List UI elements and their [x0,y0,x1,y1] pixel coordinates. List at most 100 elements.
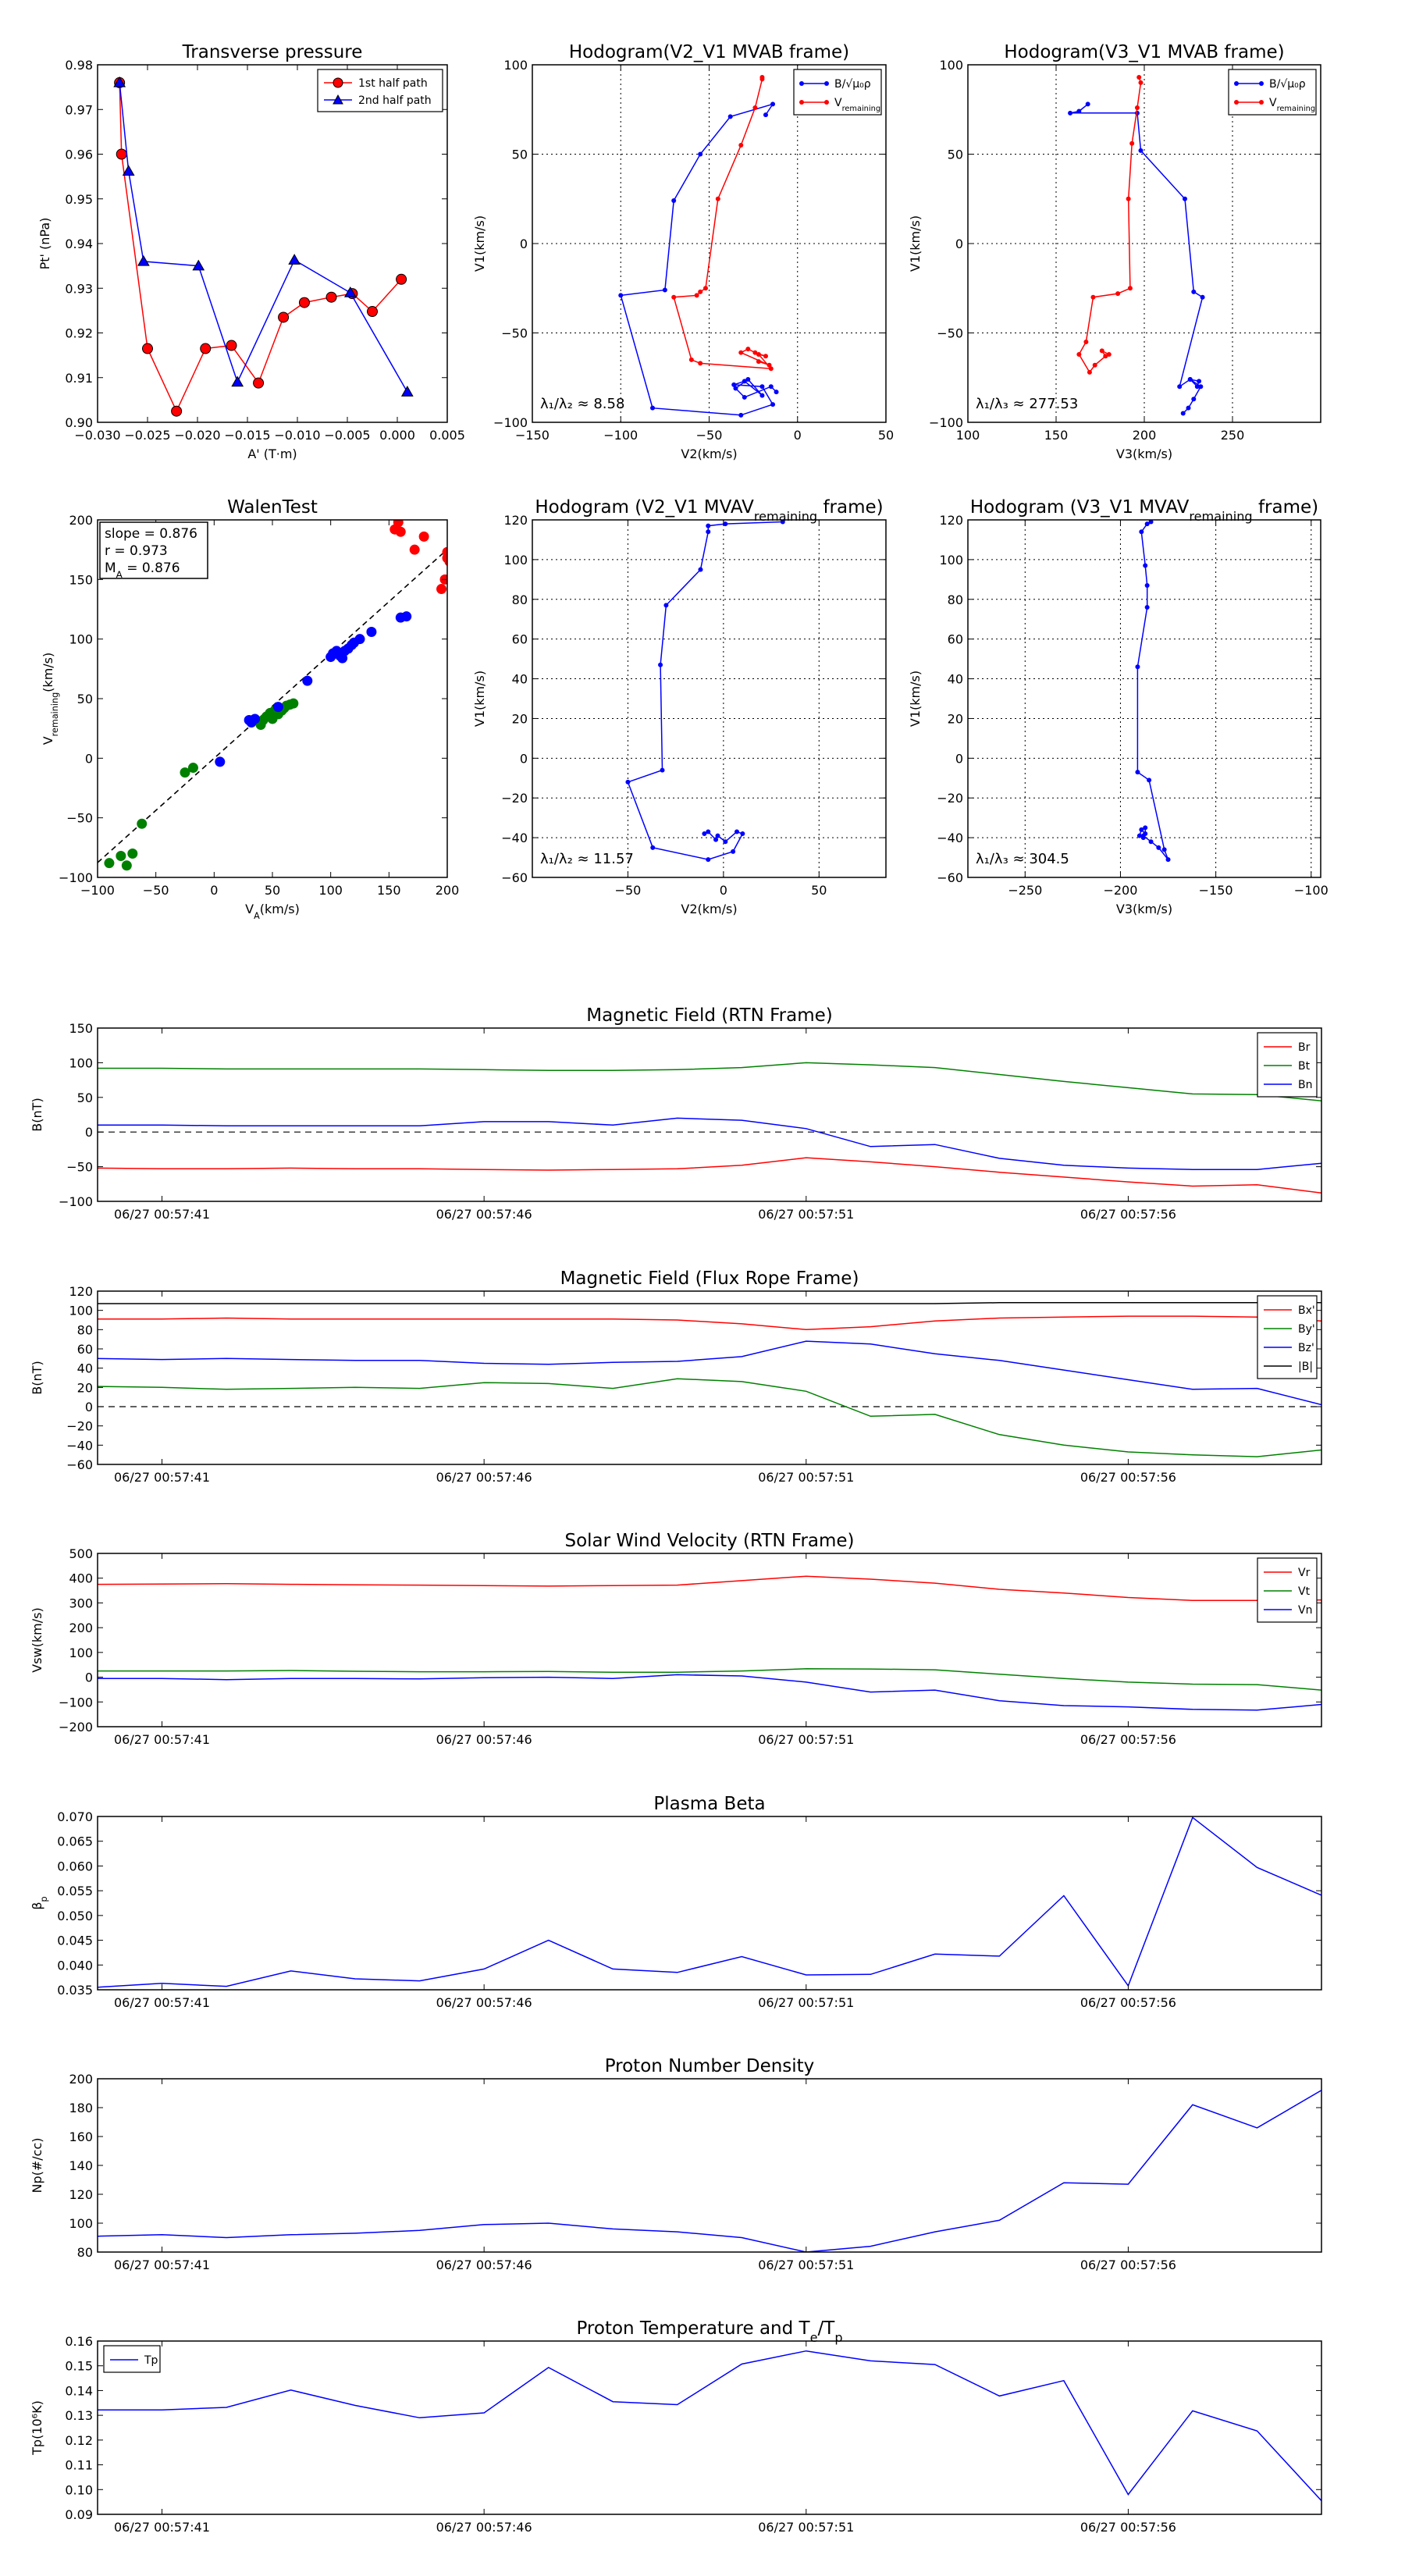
data-point [1076,351,1082,357]
y-tick-label: −40 [501,831,528,845]
y-tick-label: 160 [69,2129,93,2144]
legend-marker [333,94,343,105]
data-point [767,362,772,368]
x-tick-label: 50 [265,883,280,898]
data-point [187,763,198,774]
data-point [738,350,744,355]
data-point [1129,141,1135,146]
data-point [325,291,337,303]
y-tick-label: 50 [948,148,963,162]
data-point [770,402,776,407]
data-point [104,858,115,869]
plot-area [98,1816,1321,1990]
legend-label: Vr [1298,1567,1311,1579]
plot-area [98,2341,1321,2514]
y-axis-label: V1(km/s) [472,215,487,272]
x-tick-label: −100 [603,428,638,443]
legend-label: By' [1298,1323,1315,1336]
y-tick-label: 20 [948,711,963,726]
data-point [288,698,299,709]
chart-title: WalenTest [227,497,318,518]
data-point [671,198,677,204]
data-point [395,526,406,537]
data-point [763,112,768,118]
data-point [715,196,720,201]
series-line [98,1302,1321,1304]
data-point [688,357,694,362]
series-line [98,2090,1321,2252]
data-point [1143,563,1148,568]
data-point [698,289,703,294]
chart-title: Hodogram(V2_V1 MVAB frame) [569,42,849,62]
y-tick-label: −50 [501,326,528,341]
data-point [116,148,127,160]
y-tick-label: 150 [69,1021,93,1036]
data-point [1182,196,1187,201]
legend-label: 1st half path [358,77,428,90]
data-point [452,560,461,570]
x-tick-label: 0 [210,883,218,898]
walen-stat-line: MA = 0.876 [105,560,180,580]
data-point [759,76,765,82]
chart-h3: −50 0 50 −60 −40 −20 0 20 40 60 80 100 120 Hodogram (… [472,497,887,916]
x-tick-label: 250 [1221,428,1245,443]
series-blue [215,611,412,767]
y-tick-label: 0 [955,237,963,251]
y-tick-label: 0.060 [57,1859,93,1873]
x-tick-label: −0.015 [224,428,270,443]
plot-area [98,520,447,877]
data-point [752,105,758,110]
y-tick-label: 100 [69,632,93,647]
data-point [1177,384,1183,390]
data-point [768,366,774,372]
data-point [250,713,261,724]
y-tick-label: 100 [503,553,528,568]
y-tick-label: −100 [59,1194,93,1209]
y-tick-label: 0.96 [65,148,93,162]
chart-title: Magnetic Field (RTN Frame) [586,1005,833,1026]
y-tick-label: 120 [939,513,963,528]
data-point [733,386,738,391]
x-tick-label: 06/27 00:57:41 [114,2258,210,2272]
x-tick-label: 06/27 00:57:46 [436,1995,532,2010]
data-point [1140,835,1146,841]
eigenvalue-ratio-label: λ₁/λ₂ ≈ 11.57 [540,851,634,867]
series-green [104,698,299,871]
x-tick-label: 50 [878,428,894,443]
legend-marker [824,81,829,86]
chart-title: Proton Number Density [605,2056,815,2076]
x-tick-label: 06/27 00:57:46 [436,1470,532,1485]
x-tick-label: −0.010 [274,428,320,443]
y-tick-label: 100 [939,58,963,73]
data-point [698,567,703,572]
data-point [1148,839,1154,845]
legend: Br Bt Bn [1257,1032,1318,1098]
series-v-remaining [1076,75,1144,375]
data-point [1099,348,1104,354]
legend-marker [1259,81,1264,86]
data-point [401,611,412,622]
series-line [98,1668,1321,1691]
data-point [1139,529,1144,535]
data-point [1147,777,1152,783]
series-np [98,2090,1321,2252]
chart-title: Plasma Beta [653,1794,765,1814]
y-tick-label: 0.11 [65,2458,93,2473]
chart-np: 06/27 00:57:41 06/27 00:57:46 06/27 00:57:… [30,2056,1322,2272]
data-point [1144,582,1150,588]
x-tick-label: 0 [794,428,802,443]
series-by- [98,1378,1321,1457]
data-point [727,114,733,119]
y-tick-label: 0.070 [57,1809,93,1824]
y-tick-label: 100 [69,2216,93,2231]
data-point [1197,379,1202,384]
data-point [1083,339,1089,344]
y-tick-label: 0.13 [65,2408,93,2423]
legend-label: B/√μ₀ρ [834,78,871,91]
data-point [735,829,740,834]
plot-area [98,65,447,422]
data-point [658,662,663,667]
y-tick-label: 200 [69,1621,93,1635]
eigenvalue-ratio-label: λ₁/λ₃ ≈ 277.53 [976,396,1078,412]
legend: B/√μ₀ρ Vremaining [1228,69,1317,116]
